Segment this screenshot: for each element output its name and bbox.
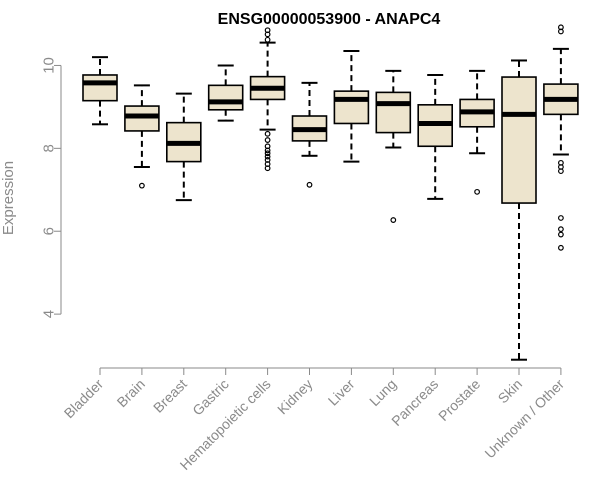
outlier-point [264, 150, 271, 157]
box-7 [333, 49, 370, 163]
box-12 [543, 24, 579, 251]
box-iqr [333, 90, 370, 125]
box-11 [501, 59, 537, 361]
box-2 [124, 84, 160, 189]
outlier-point [264, 147, 271, 154]
box-3 [166, 92, 202, 202]
y-tick-label: 4 [41, 310, 58, 318]
y-tick-label: 8 [41, 144, 58, 152]
y-tick-label: 10 [41, 57, 58, 74]
outlier-point [558, 215, 564, 221]
box-iqr [375, 91, 412, 134]
x-tick-label: Bladder [61, 376, 107, 422]
box-9 [417, 73, 454, 200]
box-iqr [501, 76, 537, 204]
x-tick-label: Skin [495, 376, 526, 407]
outlier-point [390, 217, 397, 223]
box-4 [207, 64, 244, 122]
outlier-point [306, 181, 313, 188]
box-8 [375, 69, 412, 223]
outlier-point [558, 168, 564, 175]
box-1 [82, 56, 118, 126]
outlier-point [474, 188, 481, 195]
x-tick-label: Unknown / Other [481, 376, 567, 462]
box-10 [459, 69, 495, 195]
outlier-point [264, 130, 271, 137]
x-tick-label: Prostate [435, 376, 483, 424]
outlier-point [264, 137, 271, 143]
outlier-point [558, 231, 564, 238]
y-tick-label: 6 [41, 227, 58, 235]
outlier-point [558, 28, 564, 35]
box-iqr [207, 84, 244, 111]
outlier-point [264, 31, 271, 38]
x-tick-label: Pancreas [388, 376, 441, 429]
outlier-point [138, 182, 145, 189]
outlier-point [558, 244, 564, 251]
x-tick-label: Brain [114, 376, 148, 410]
box-5 [249, 27, 286, 172]
chart-title: ENSG00000053900 - ANAPC4 [218, 11, 441, 28]
y-axis: 4 6 8 10 [41, 57, 62, 318]
outlier-point [264, 165, 271, 172]
outlier-point [264, 153, 271, 160]
x-tick-label: Liver [325, 376, 358, 409]
x-tick-label: Lung [366, 376, 399, 409]
outlier-point [558, 226, 564, 233]
box-iqr [82, 74, 118, 102]
x-tick-label: Breast [150, 376, 190, 416]
x-tick-label: Kidney [274, 376, 316, 418]
outlier-point [264, 36, 271, 43]
y-axis-label: Expression [0, 161, 17, 235]
box-6 [291, 81, 328, 188]
boxes-group [82, 24, 579, 361]
